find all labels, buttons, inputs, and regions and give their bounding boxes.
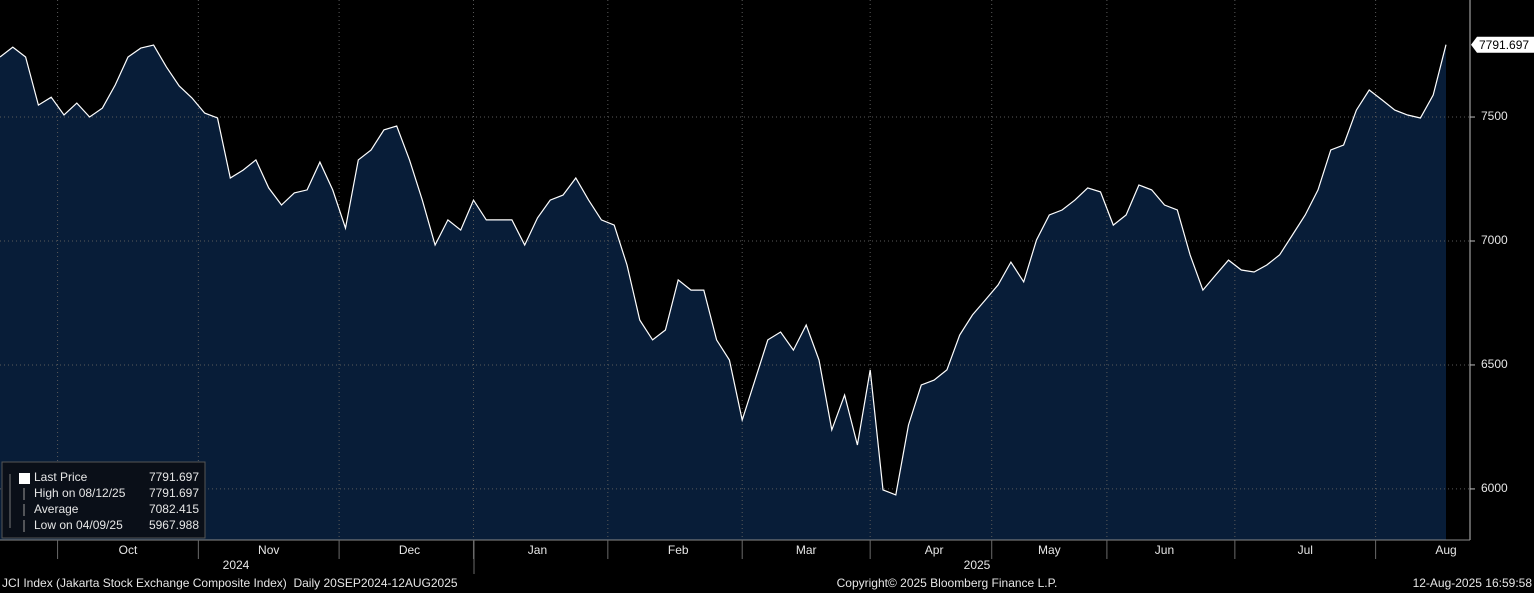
legend-label: Average xyxy=(34,502,79,516)
x-tick-label: Jul xyxy=(1298,543,1313,557)
x-tick-label: Oct xyxy=(119,543,138,557)
x-tick-label: Dec xyxy=(399,543,420,557)
y-tick-label: 7500 xyxy=(1481,109,1508,123)
x-tick-label: Aug xyxy=(1435,543,1456,557)
x-tick-label: May xyxy=(1038,543,1061,557)
x-tick-label: Nov xyxy=(258,543,279,557)
x-tick-label: Feb xyxy=(668,543,689,557)
x-tick-label: Mar xyxy=(796,543,817,557)
legend-swatch xyxy=(19,473,30,484)
y-tick-label: 6500 xyxy=(1481,357,1508,371)
year-label: 2025 xyxy=(964,558,991,572)
legend-label: Low on 04/09/25 xyxy=(34,518,123,532)
footer-left: JCI Index (Jakarta Stock Exchange Compos… xyxy=(2,576,458,590)
legend-value: 7791.697 xyxy=(149,470,199,484)
x-tick-label: Jun xyxy=(1155,543,1174,557)
x-tick-label: Jan xyxy=(528,543,547,557)
x-tick-label: Apr xyxy=(925,543,944,557)
legend-box xyxy=(1,461,206,539)
footer-center: Copyright© 2025 Bloomberg Finance L.P. xyxy=(837,576,1058,590)
y-tick-label: 6000 xyxy=(1481,481,1508,495)
area xyxy=(0,44,1446,540)
legend: Last Price 7791.697 High on 08/12/25 7791.6… xyxy=(1,461,206,539)
year-label: 2024 xyxy=(223,558,250,572)
legend-value: 7082.415 xyxy=(149,502,199,516)
legend-label: High on 08/12/25 xyxy=(34,486,126,500)
plot-area xyxy=(0,0,1470,540)
price-line xyxy=(0,44,1447,496)
last-value-tag xyxy=(1471,36,1534,53)
last-value-label: 7791.697 xyxy=(1479,38,1529,52)
legend-value: 7791.697 xyxy=(149,486,199,500)
legend-label: Last Price xyxy=(34,470,88,484)
footer-right: 12-Aug-2025 16:59:58 xyxy=(1413,576,1533,590)
legend-value: 5967.988 xyxy=(149,518,199,532)
y-tick-label: 7000 xyxy=(1481,233,1508,247)
